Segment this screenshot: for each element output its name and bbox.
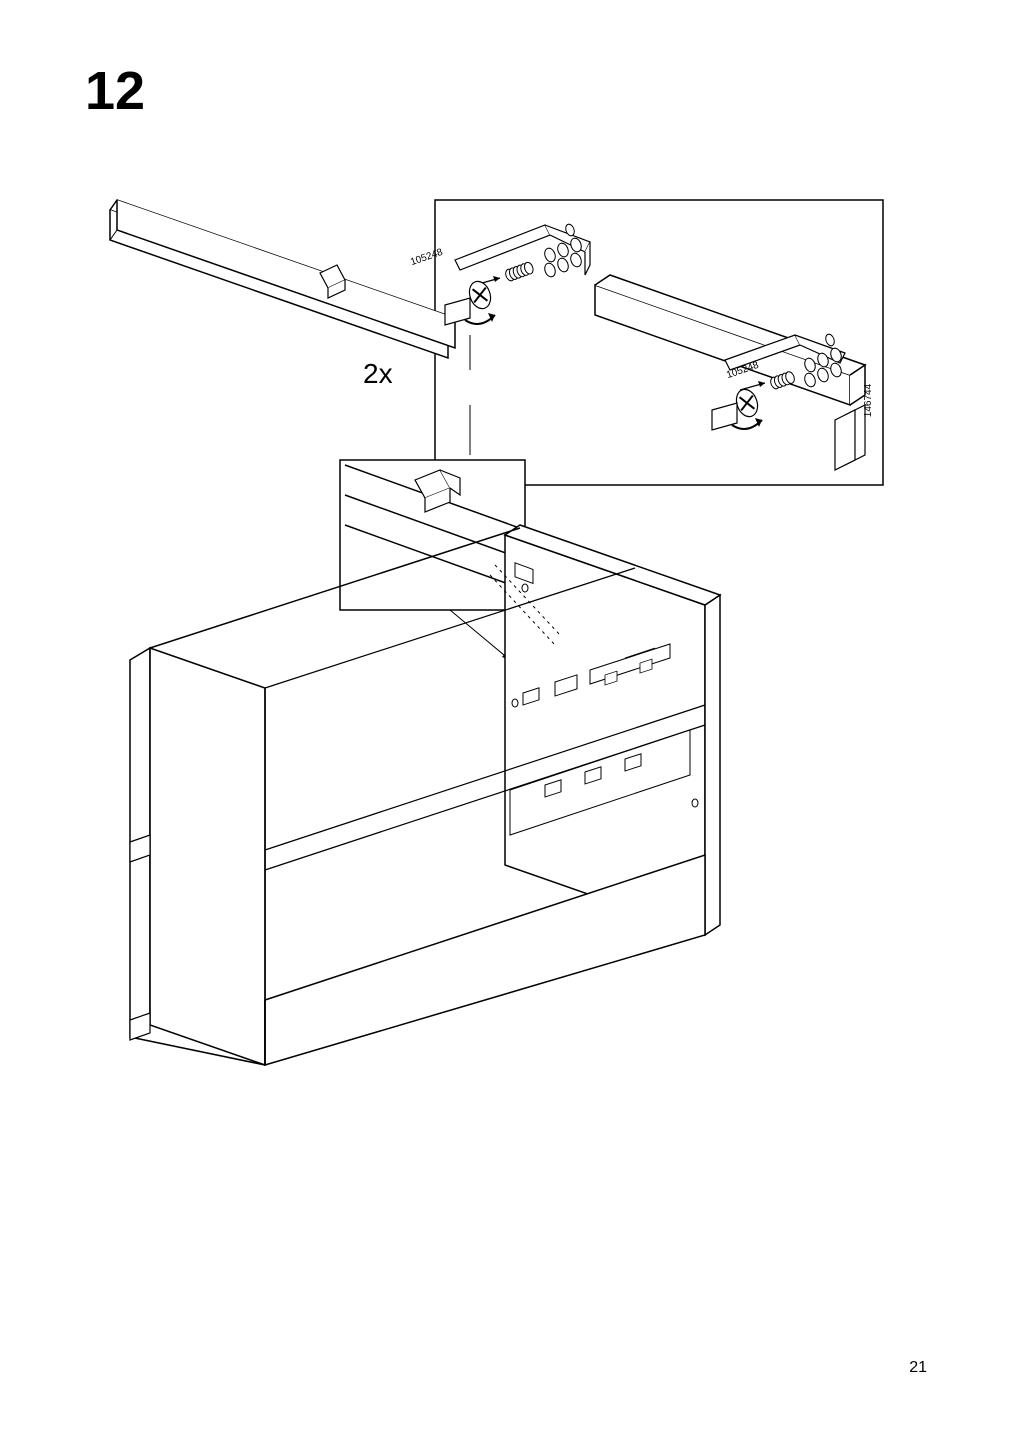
step-number: 12 [85,60,145,122]
part-number-label-3: 146744 [863,384,874,417]
diagram-svg [95,170,885,1110]
quantity-label: 2x [363,358,393,390]
rail-beam [110,200,455,358]
page-number: 21 [909,1359,927,1377]
assembly-diagram [95,170,885,1110]
